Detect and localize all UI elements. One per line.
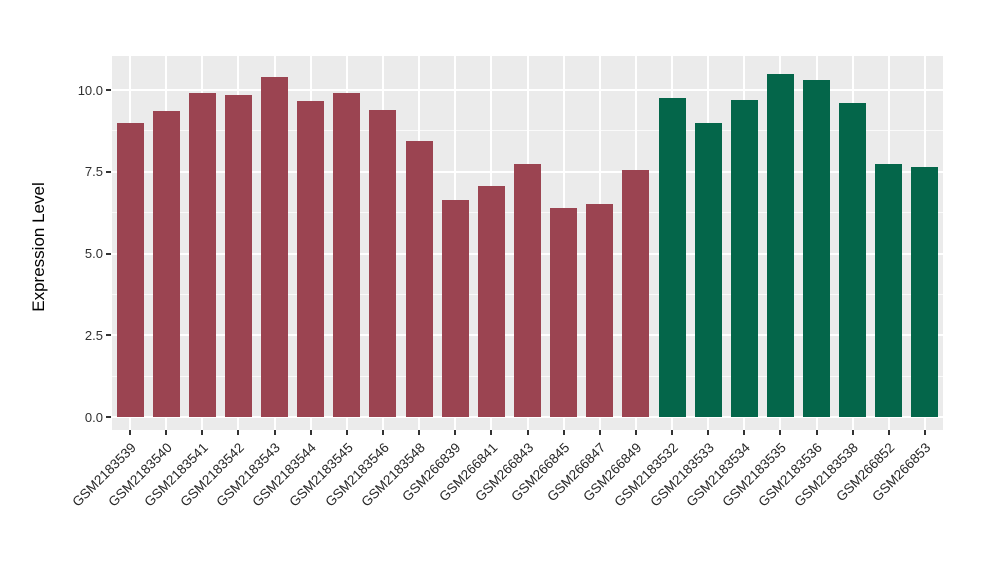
y-tick-mark [106, 334, 111, 337]
x-tick-mark [634, 430, 637, 435]
bar-GSM2183544 [297, 101, 325, 417]
x-tick-mark [923, 430, 926, 435]
x-tick-mark [598, 430, 601, 435]
bar-GSM266853 [911, 166, 939, 417]
x-tick-mark [490, 430, 493, 435]
bar-GSM266843 [514, 163, 541, 417]
x-tick-mark [707, 430, 710, 435]
x-tick-mark [454, 430, 457, 435]
bar-GSM2183540 [152, 111, 180, 417]
x-tick-mark [562, 430, 565, 435]
y-tick-mark [106, 252, 111, 255]
x-tick-mark [779, 430, 782, 435]
x-tick-mark [671, 430, 674, 435]
y-tick-label: 5.0 [84, 246, 103, 261]
y-tick-label: 7.5 [84, 164, 103, 180]
x-tick-mark [887, 430, 890, 435]
bar-GSM2183533 [694, 122, 722, 417]
bar-GSM2183541 [188, 93, 216, 417]
plot-panel [112, 56, 943, 430]
x-tick-mark [815, 430, 818, 435]
bar-GSM2183535 [766, 73, 794, 417]
y-tick-mark [106, 416, 111, 418]
x-tick-mark [345, 430, 348, 435]
bar-GSM266847 [586, 204, 614, 417]
bar-GSM2183546 [369, 109, 397, 417]
x-tick-mark [743, 430, 746, 435]
x-tick-mark [237, 430, 240, 435]
y-tick-mark [106, 89, 111, 91]
bar-GSM266849 [622, 170, 650, 417]
y-tick-label: 0.0 [84, 409, 103, 425]
bar-GSM2183536 [803, 80, 831, 417]
x-tick-mark [851, 430, 854, 435]
y-tick-mark [106, 170, 111, 173]
y-tick-label: 2.5 [84, 327, 103, 343]
bar-GSM2183543 [261, 76, 289, 417]
x-tick-mark [418, 430, 421, 435]
x-tick-mark [526, 430, 529, 435]
x-tick-mark [201, 430, 204, 435]
bar-GSM266841 [477, 186, 505, 417]
bar-GSM2183532 [658, 98, 686, 417]
bar-GSM2183534 [730, 99, 758, 417]
bar-GSM266845 [550, 207, 578, 417]
x-tick-mark [165, 430, 168, 435]
bar-GSM266839 [441, 199, 469, 417]
x-tick-mark [381, 430, 384, 435]
bar-GSM2183545 [333, 93, 361, 417]
bar-GSM2183539 [116, 122, 144, 417]
bar-GSM2183548 [405, 140, 433, 417]
bar-GSM266852 [875, 163, 903, 417]
x-tick-mark [273, 430, 276, 435]
x-tick-mark [129, 430, 132, 435]
bar-GSM2183542 [224, 94, 252, 417]
y-tick-label: 10.0 [77, 82, 103, 98]
bar-GSM2183538 [839, 103, 867, 417]
x-tick-mark [309, 430, 312, 435]
